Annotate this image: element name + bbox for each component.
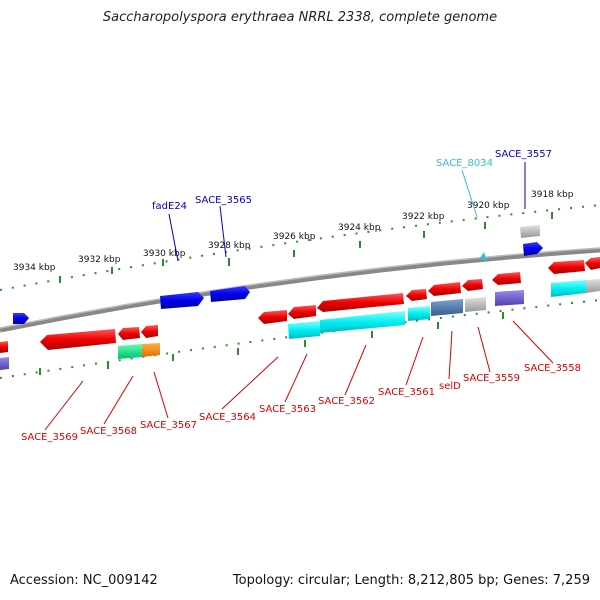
feature-block[interactable] <box>495 290 524 306</box>
tick-label: 3926 kbp <box>273 232 316 242</box>
feature-arrow[interactable] <box>462 279 483 291</box>
feature-arrow[interactable] <box>141 325 158 338</box>
gene-label-sace-3561[interactable]: SACE_3561 <box>378 387 435 398</box>
topology-label: Topology: circular; Length: 8,212,805 bp… <box>232 573 590 588</box>
feature-arrow[interactable] <box>492 272 521 285</box>
tick-label: 3924 kbp <box>338 223 381 233</box>
forward-features <box>13 225 543 324</box>
lower-major-ticks <box>39 312 504 375</box>
feature-block[interactable] <box>465 297 486 312</box>
genome-title: Saccharopolyspora erythraea NRRL 2338, c… <box>102 10 498 25</box>
tick-labels: 3934 kbp 3932 kbp 3930 kbp 3928 kbp 3926… <box>13 190 574 273</box>
feature-block[interactable] <box>551 280 586 297</box>
feature-arrow[interactable] <box>160 292 204 309</box>
feature-arrow[interactable] <box>258 310 287 324</box>
tick-label: 3928 kbp <box>208 241 251 251</box>
gene-label-sace-3562[interactable]: SACE_3562 <box>318 396 375 407</box>
genome-backbone-highlight <box>0 247 600 329</box>
tick-label: 3920 kbp <box>467 201 510 211</box>
major-ticks <box>59 212 553 283</box>
tick-label: 3918 kbp <box>531 190 574 200</box>
feature-arrow[interactable] <box>548 260 585 274</box>
gene-label-sace-3557[interactable]: SACE_3557 <box>495 149 552 160</box>
feature-block[interactable] <box>118 344 142 359</box>
lower-tick-track <box>0 299 600 379</box>
top-leaders <box>168 162 526 262</box>
gene-label-sace-3563[interactable]: SACE_3563 <box>259 404 316 415</box>
bottom-labels: SACE_3569 SACE_3568 SACE_3567 SACE_3564 … <box>21 363 581 443</box>
feature-arrow[interactable] <box>406 289 427 301</box>
feature-arrow[interactable] <box>40 329 116 350</box>
feature-block[interactable] <box>586 279 600 293</box>
genome-backbone <box>0 247 600 333</box>
accession-label: Accession: NC_009142 <box>10 573 158 588</box>
feature-arrow[interactable] <box>317 293 404 312</box>
secondary-features <box>0 279 600 370</box>
feature-block[interactable] <box>520 225 540 238</box>
feature-block[interactable] <box>320 311 405 333</box>
feature-arrow[interactable] <box>210 286 250 302</box>
tick-label: 3922 kbp <box>402 212 445 222</box>
gene-label-fade24[interactable]: fadE24 <box>152 201 187 212</box>
gene-label-sace-8034[interactable]: SACE_8034 <box>436 158 493 169</box>
gene-label-seld[interactable]: selD <box>439 381 461 392</box>
gene-label-sace-3569[interactable]: SACE_3569 <box>21 432 78 443</box>
feature-block[interactable] <box>142 343 160 357</box>
gene-label-sace-3568[interactable]: SACE_3568 <box>80 426 137 437</box>
feature-arrow[interactable] <box>118 327 140 340</box>
feature-arrow[interactable] <box>480 252 487 262</box>
feature-arrow[interactable] <box>585 257 600 270</box>
tick-label: 3934 kbp <box>13 263 56 273</box>
feature-arrow[interactable] <box>288 305 316 319</box>
feature-arrow[interactable] <box>0 341 8 353</box>
top-labels: fadE24 SACE_3565 SACE_8034 SACE_3557 <box>152 149 552 212</box>
feature-block[interactable] <box>0 357 9 370</box>
feature-block[interactable] <box>431 299 463 316</box>
feature-arrow[interactable] <box>428 282 461 296</box>
reverse-features <box>0 257 600 353</box>
gene-label-sace-3559[interactable]: SACE_3559 <box>463 373 520 384</box>
gene-label-sace-3567[interactable]: SACE_3567 <box>140 420 197 431</box>
upper-tick-track <box>0 204 600 291</box>
bottom-leaders <box>44 320 554 431</box>
feature-arrow[interactable] <box>13 313 29 324</box>
tick-label: 3930 kbp <box>143 249 186 259</box>
gene-label-sace-3564[interactable]: SACE_3564 <box>199 412 256 423</box>
gene-label-sace-3558[interactable]: SACE_3558 <box>524 363 581 374</box>
gene-label-sace-3565[interactable]: SACE_3565 <box>195 195 252 206</box>
tick-label: 3932 kbp <box>78 255 121 265</box>
feature-block[interactable] <box>408 306 430 321</box>
feature-arrow[interactable] <box>523 242 543 256</box>
feature-block[interactable] <box>288 321 320 339</box>
